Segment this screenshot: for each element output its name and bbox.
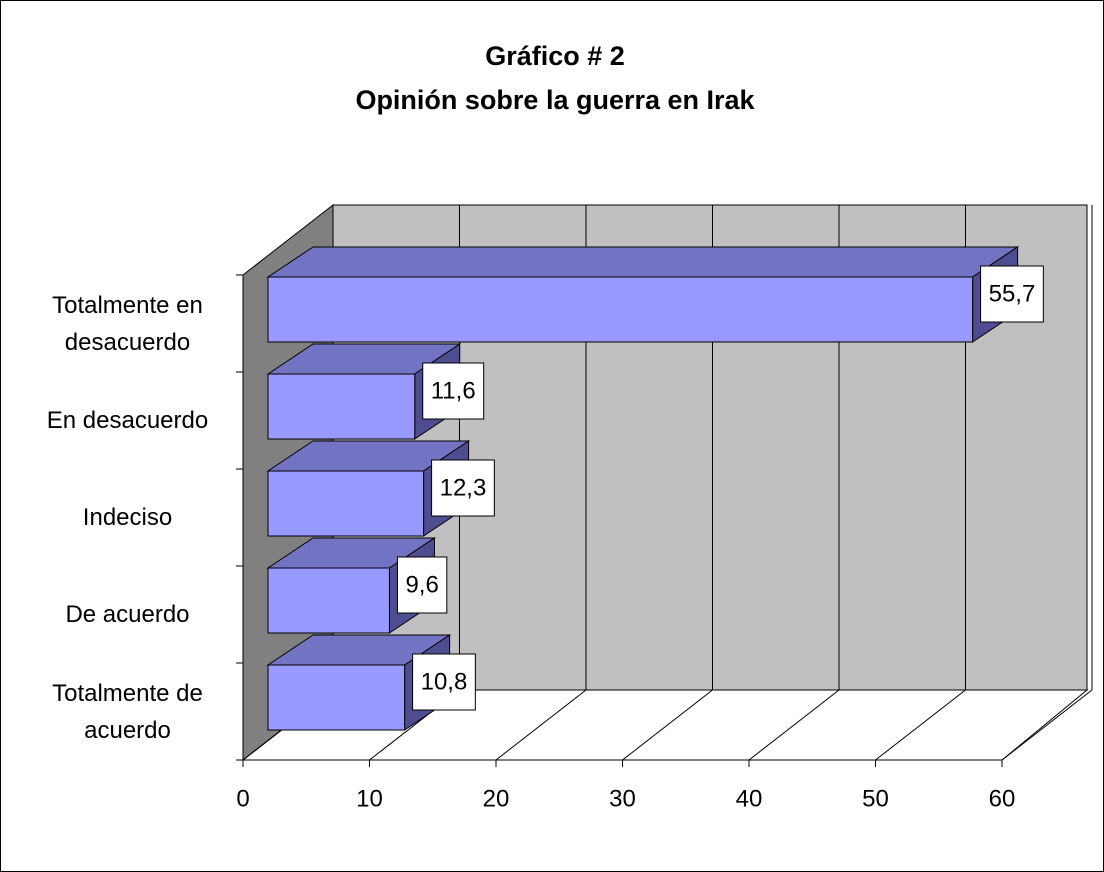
bar bbox=[267, 373, 416, 440]
y-tick-label: Totalmente de acuerdo bbox=[52, 679, 203, 744]
value-label-box bbox=[396, 556, 448, 614]
y-tick-label: En desacuerdo bbox=[46, 407, 209, 434]
x-tick-label: 60 bbox=[989, 785, 1016, 812]
bar bbox=[267, 276, 974, 343]
value-label: 12,3 bbox=[440, 474, 487, 501]
value-label-box bbox=[431, 459, 495, 517]
x-tick-label: 20 bbox=[483, 785, 510, 812]
x-tick-label: 50 bbox=[862, 785, 889, 812]
x-tick-label: 40 bbox=[736, 785, 763, 812]
x-tick-label: 0 bbox=[236, 785, 249, 812]
floor-grid-line bbox=[1001, 689, 1093, 761]
value-label-box bbox=[422, 362, 485, 420]
value-label-box bbox=[980, 265, 1044, 323]
floor-grid-line bbox=[875, 689, 966, 761]
y-tick-label: Totalmente en desacuerdo bbox=[52, 291, 203, 356]
floor-grid-line bbox=[495, 689, 587, 761]
x-tick-label: 30 bbox=[609, 785, 636, 812]
chart-title: Gráfico # 2 bbox=[485, 41, 625, 71]
value-label: 55,7 bbox=[989, 280, 1036, 307]
value-label: 11,6 bbox=[431, 377, 476, 404]
chart-subtitle: Opinión sobre la guerra en Irak bbox=[355, 85, 755, 115]
value-label: 10,8 bbox=[421, 668, 468, 695]
floor-grid-line bbox=[622, 689, 713, 761]
x-tick-label: 10 bbox=[356, 785, 383, 812]
bar-top bbox=[266, 246, 1020, 278]
bar bbox=[267, 664, 406, 731]
y-tick-label: De acuerdo bbox=[65, 601, 190, 628]
bar bbox=[267, 567, 390, 634]
value-label-box bbox=[412, 653, 476, 711]
value-label: 9,6 bbox=[405, 571, 438, 598]
bar bbox=[267, 470, 425, 537]
floor-grid-line bbox=[748, 689, 840, 761]
y-tick-label: Indeciso bbox=[82, 504, 173, 531]
